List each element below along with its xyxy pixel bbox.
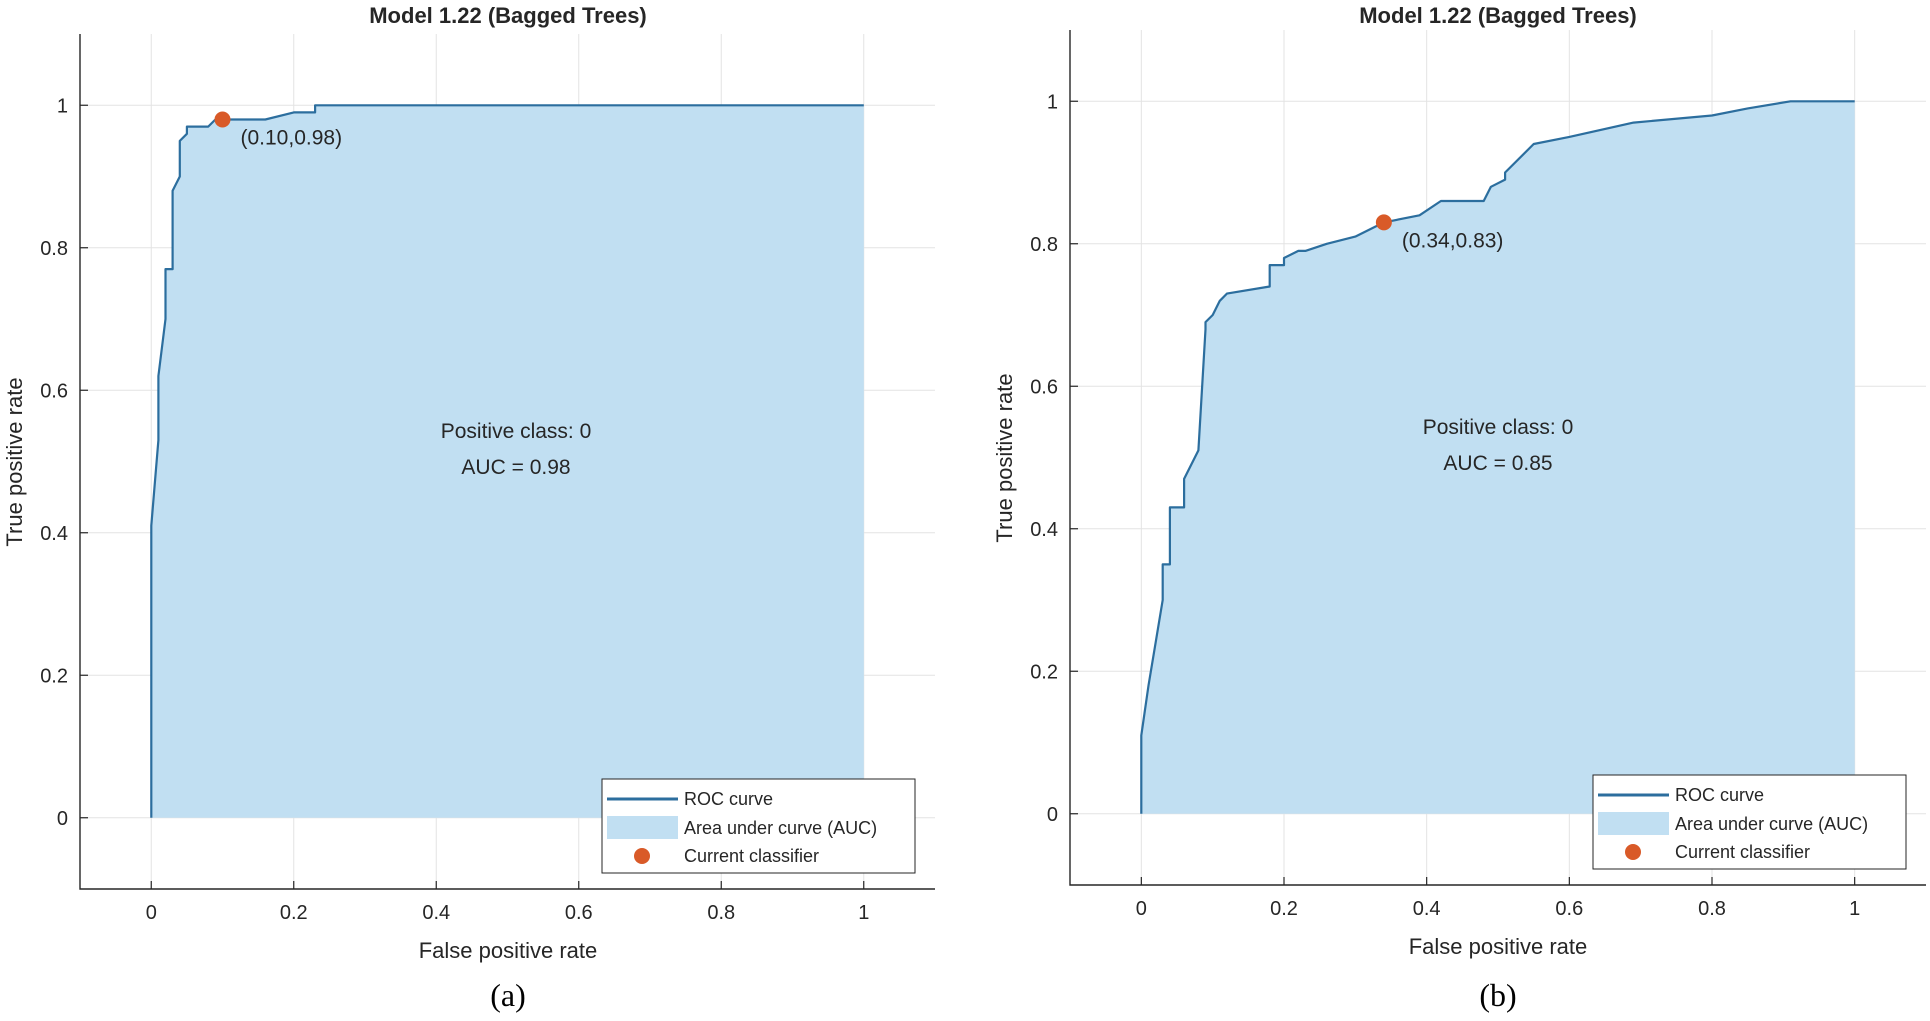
y-tick-label: 0 bbox=[57, 808, 68, 830]
y-tick-label: 0.2 bbox=[1030, 661, 1058, 683]
x-ticks: 0 0.2 0.4 0.6 0.8 1 bbox=[146, 881, 869, 924]
legend-auc-swatch bbox=[1598, 812, 1669, 835]
panel-b: Model 1.22 (Bagged Trees) 0 0.2 0.4 0.6 0.8 1… bbox=[992, 3, 1926, 959]
axis-lines bbox=[79, 34, 935, 890]
x-tick-label: 0.4 bbox=[422, 902, 450, 924]
x-tick-label: 0.8 bbox=[1698, 898, 1726, 920]
y-tick-label: 0.6 bbox=[40, 380, 68, 402]
x-tick-label: 0.2 bbox=[1270, 898, 1298, 920]
auc-area bbox=[151, 105, 864, 818]
legend-classifier-swatch bbox=[1625, 844, 1641, 860]
x-tick-label: 0.6 bbox=[1555, 898, 1583, 920]
positive-class-annotation: Positive class: 0 bbox=[1423, 416, 1574, 439]
auc-annotation: AUC = 0.98 bbox=[461, 456, 570, 479]
y-axis-label: True positive rate bbox=[2, 377, 27, 546]
auc-annotation: AUC = 0.85 bbox=[1443, 452, 1552, 475]
legend-classifier-swatch bbox=[634, 848, 650, 864]
y-tick-label: 1 bbox=[57, 95, 68, 117]
legend-roc-label: ROC curve bbox=[684, 789, 773, 809]
current-classifier-label: (0.10,0.98) bbox=[241, 127, 343, 150]
chart-title: Model 1.22 (Bagged Trees) bbox=[369, 3, 647, 28]
legend-roc-label: ROC curve bbox=[1675, 785, 1764, 805]
panel-caption-a: (a) bbox=[490, 977, 526, 1013]
y-tick-label: 0.8 bbox=[1030, 234, 1058, 256]
current-classifier-label: (0.34,0.83) bbox=[1402, 229, 1504, 252]
x-tick-label: 0 bbox=[146, 902, 157, 924]
axis-lines bbox=[1069, 30, 1926, 886]
legend-auc-label: Area under curve (AUC) bbox=[1675, 814, 1868, 834]
current-classifier-marker bbox=[214, 111, 231, 128]
y-tick-label: 0.4 bbox=[1030, 519, 1058, 541]
legend-classifier-label: Current classifier bbox=[1675, 842, 1810, 862]
y-tick-label: 1 bbox=[1047, 91, 1058, 113]
roc-curve bbox=[1140, 100, 1855, 814]
positive-class-annotation: Positive class: 0 bbox=[441, 420, 592, 443]
x-ticks: 0 0.2 0.4 0.6 0.8 1 bbox=[1136, 877, 1860, 920]
x-tick-label: 1 bbox=[1849, 898, 1860, 920]
panel-caption-b: (b) bbox=[1479, 977, 1516, 1013]
y-tick-label: 0.4 bbox=[40, 523, 68, 545]
legend-auc-swatch bbox=[607, 816, 678, 839]
x-axis-label: False positive rate bbox=[419, 938, 598, 963]
y-ticks: 0 0.2 0.4 0.6 0.8 1 bbox=[40, 95, 88, 830]
y-ticks: 0 0.2 0.4 0.6 0.8 1 bbox=[1030, 91, 1078, 826]
x-tick-label: 1 bbox=[858, 902, 869, 924]
current-classifier-marker bbox=[1375, 214, 1392, 231]
x-tick-label: 0.2 bbox=[280, 902, 308, 924]
chart-title: Model 1.22 (Bagged Trees) bbox=[1359, 3, 1637, 28]
x-axis-label: False positive rate bbox=[1409, 934, 1588, 959]
legend: ROC curve Area under curve (AUC) Current… bbox=[601, 778, 916, 874]
legend-classifier-label: Current classifier bbox=[684, 846, 819, 866]
panel-a: Model 1.22 (Bagged Trees) 0 0.2 0.4 0.6 0.8 1… bbox=[2, 3, 935, 963]
x-tick-label: 0.6 bbox=[565, 902, 593, 924]
y-tick-label: 0.8 bbox=[40, 238, 68, 260]
y-axis-label: True positive rate bbox=[992, 373, 1017, 542]
x-tick-label: 0.4 bbox=[1413, 898, 1441, 920]
y-tick-label: 0 bbox=[1047, 804, 1058, 826]
legend-auc-label: Area under curve (AUC) bbox=[684, 818, 877, 838]
x-tick-label: 0 bbox=[1136, 898, 1147, 920]
y-tick-label: 0.6 bbox=[1030, 376, 1058, 398]
x-tick-label: 0.8 bbox=[707, 902, 735, 924]
auc-area bbox=[1141, 101, 1855, 814]
y-tick-label: 0.2 bbox=[40, 665, 68, 687]
legend: ROC curve Area under curve (AUC) Current… bbox=[1592, 774, 1907, 870]
